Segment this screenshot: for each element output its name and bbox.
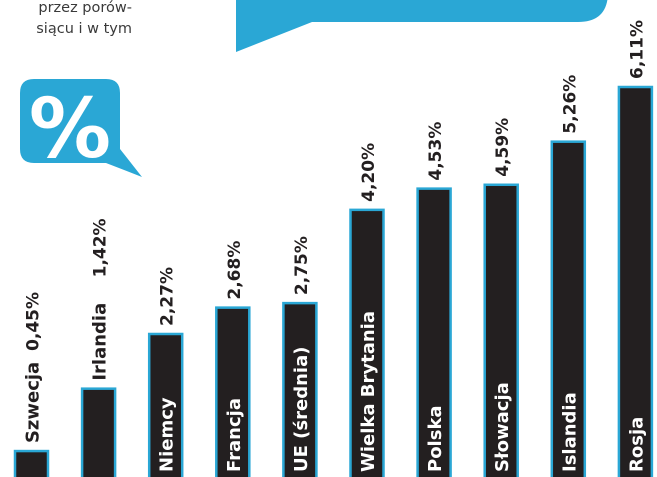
category-label: UE (średnia) xyxy=(291,347,312,472)
value-label: 2,75% xyxy=(292,236,312,295)
bar xyxy=(550,140,587,477)
bar xyxy=(416,187,452,477)
category-label: Polska xyxy=(425,405,446,472)
value-label: 1,42% xyxy=(91,218,111,277)
category-label: Szwecja xyxy=(23,362,44,443)
value-label: 0,45% xyxy=(24,292,44,351)
speech-bubble-top xyxy=(236,0,608,52)
intro-line-1: przez porów- xyxy=(38,0,132,16)
category-label: Słowacja xyxy=(492,382,513,472)
intro-line-2: siącu i w tym xyxy=(36,21,132,37)
bar xyxy=(617,85,654,477)
bar xyxy=(349,208,385,477)
bar xyxy=(80,387,117,477)
bar xyxy=(282,301,318,477)
value-label: 5,26% xyxy=(560,75,580,134)
percent-symbol: % xyxy=(29,82,111,177)
value-label: 4,53% xyxy=(426,122,446,181)
category-label: Irlandia xyxy=(90,303,111,381)
percent-bubble-icon: % xyxy=(20,79,142,177)
value-label: 2,68% xyxy=(225,241,245,300)
bar xyxy=(13,449,50,477)
bar xyxy=(215,306,251,477)
bar xyxy=(483,183,519,477)
value-label: 4,59% xyxy=(493,118,513,177)
category-label: Islandia xyxy=(559,392,580,472)
category-label: Niemcy xyxy=(157,397,178,472)
bar xyxy=(147,332,184,477)
value-label: 6,11% xyxy=(627,20,647,79)
category-label: Rosja xyxy=(626,417,647,472)
category-label: Wielka Brytania xyxy=(358,311,379,472)
category-label: Francja xyxy=(224,398,245,472)
intro-text: przez porów- siącu i w tym xyxy=(22,0,132,40)
value-label: 4,20% xyxy=(359,143,379,202)
value-label: 2,27% xyxy=(158,267,178,326)
